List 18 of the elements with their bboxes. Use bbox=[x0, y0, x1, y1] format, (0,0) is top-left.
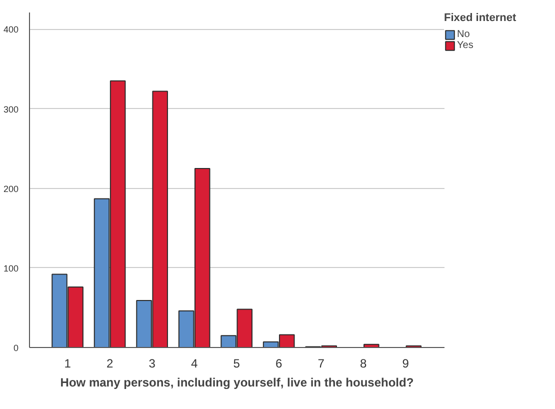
y-tick-label: 400 bbox=[3, 24, 19, 35]
x-axis-title: How many persons, including yourself, live in the household? bbox=[60, 376, 414, 390]
y-tick-label: 300 bbox=[3, 104, 19, 114]
x-tick-label: 9 bbox=[402, 356, 410, 370]
x-tick-label: 5 bbox=[233, 356, 240, 370]
x-tick-label: 7 bbox=[318, 356, 325, 370]
x-tick-label: 1 bbox=[64, 356, 72, 370]
x-tick-label: 8 bbox=[360, 356, 368, 370]
x-tick-label: 3 bbox=[148, 356, 156, 370]
y-tick-label: 100 bbox=[3, 263, 19, 274]
y-tick-label: 0 bbox=[13, 343, 19, 353]
x-tick-label: 4 bbox=[190, 356, 198, 370]
x-tick-label: 2 bbox=[106, 356, 114, 370]
legend-title: Fixed internet bbox=[444, 12, 516, 24]
legend-label: Yes bbox=[457, 40, 474, 51]
x-tick-label: 6 bbox=[276, 356, 282, 370]
y-tick-label: 200 bbox=[3, 184, 19, 194]
legend-label: No bbox=[457, 29, 471, 40]
